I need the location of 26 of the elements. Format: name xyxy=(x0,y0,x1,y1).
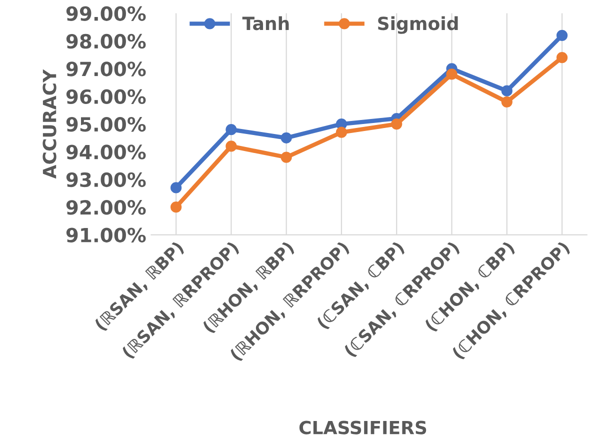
point xyxy=(226,140,237,152)
point xyxy=(280,132,292,144)
point xyxy=(501,96,512,108)
legend-label: Tanh xyxy=(242,16,289,30)
legend-label: Sigmoid xyxy=(378,16,458,34)
x-axis-title: CLASSIFIERS xyxy=(299,420,426,434)
point xyxy=(501,85,512,96)
y-tick-label: 94.00% xyxy=(66,144,146,160)
point xyxy=(170,202,182,213)
point xyxy=(556,52,568,64)
y-tick-label: 99.00% xyxy=(66,6,146,21)
point xyxy=(280,152,292,163)
point xyxy=(226,124,237,136)
y-tick-label: 96.00% xyxy=(66,89,146,104)
y-tick-label: 91.00% xyxy=(66,228,146,242)
y-axis-title: ACCURACY xyxy=(42,69,56,179)
point xyxy=(391,118,402,130)
point xyxy=(336,126,348,138)
y-tick-label: 93.00% xyxy=(66,172,146,188)
y-tick-label: 95.00% xyxy=(66,116,146,132)
y-tick-label: 98.00% xyxy=(66,34,146,49)
point xyxy=(170,182,182,194)
point xyxy=(446,68,458,80)
y-tick-label: 97.00% xyxy=(66,62,146,76)
y-tick-label: 92.00% xyxy=(66,200,146,215)
point xyxy=(556,30,568,41)
